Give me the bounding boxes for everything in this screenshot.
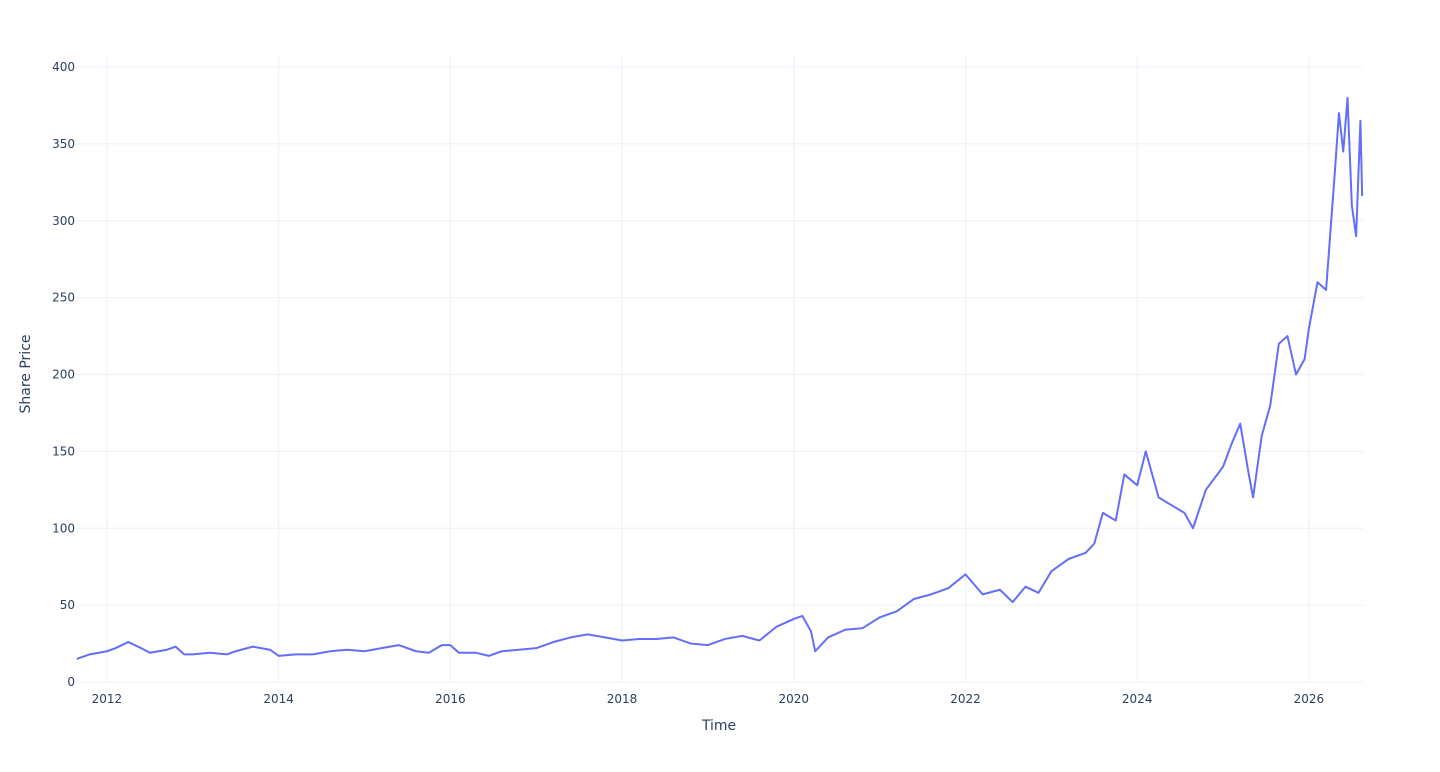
x-axis-title: Time [701, 718, 736, 734]
x-tick-label: 2018 [607, 692, 638, 706]
y-tick-label: 0 [67, 675, 75, 689]
x-tick-label: 2024 [1122, 692, 1153, 706]
y-tick-label: 250 [52, 291, 75, 305]
x-tick-label: 2014 [263, 692, 294, 706]
x-tick-label: 2016 [435, 692, 466, 706]
x-tick-label: 2020 [778, 692, 809, 706]
y-tick-label: 100 [52, 521, 75, 535]
y-tick-label: 150 [52, 444, 75, 458]
x-tick-label: 2026 [1294, 692, 1325, 706]
y-tick-label: 300 [52, 214, 75, 228]
x-tick-label: 2012 [92, 692, 123, 706]
y-tick-label: 200 [52, 368, 75, 382]
price-line [76, 96, 1364, 660]
x-tick-label: 2022 [950, 692, 981, 706]
y-tick-label: 400 [52, 60, 75, 74]
y-tick-label: 50 [60, 598, 75, 612]
y-axis-title: Share Price [18, 334, 34, 413]
y-tick-label: 350 [52, 137, 75, 151]
